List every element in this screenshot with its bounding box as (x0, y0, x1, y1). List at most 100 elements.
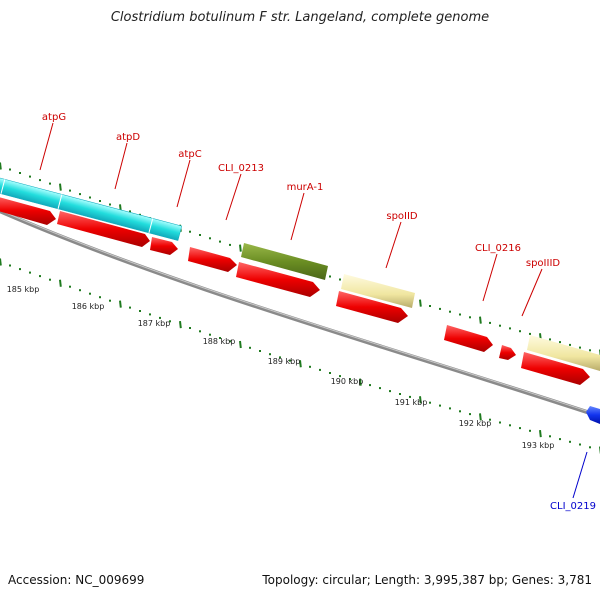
minor-tick (519, 330, 521, 333)
minor-tick (19, 268, 21, 271)
minor-tick (89, 196, 91, 199)
topology-summary-text: Topology: circular; Length: 3,995,387 bp… (262, 573, 592, 587)
major-tick (419, 299, 422, 307)
major-tick (539, 429, 542, 438)
minor-tick (69, 285, 71, 288)
genome-backbone-highlight (0, 209, 600, 416)
minor-tick (79, 193, 81, 196)
major-tick (299, 360, 302, 368)
minor-tick (139, 310, 141, 312)
minor-tick (229, 243, 231, 246)
minor-tick (309, 365, 311, 368)
minor-tick (89, 292, 91, 295)
cds-arrow-spoIID[interactable] (336, 291, 408, 323)
minor-tick (159, 316, 161, 319)
minor-tick (549, 435, 551, 438)
minor-tick (469, 413, 471, 416)
minor-tick (29, 175, 31, 178)
minor-tick (219, 240, 221, 243)
minor-tick (439, 307, 441, 310)
minor-tick (109, 299, 111, 302)
major-tick (119, 300, 122, 308)
minor-tick (99, 200, 101, 202)
ruler-label-188: 188 kbp (203, 337, 236, 346)
minor-tick (69, 189, 71, 192)
cds-arrow-atpG[interactable] (0, 196, 56, 225)
cds-arrow-atpC[interactable] (150, 237, 178, 255)
major-tick (419, 396, 422, 404)
ruler-label-192: 192 kbp (459, 419, 492, 428)
cds-arrow-CLI_0216[interactable] (444, 325, 493, 352)
ruler-label-187: 187 kbp (138, 319, 171, 328)
minor-tick (229, 340, 231, 343)
minor-tick (449, 310, 451, 313)
major-tick (239, 340, 242, 349)
gene-label-spoIIID: spoIIID (526, 258, 561, 269)
minor-tick (259, 350, 261, 352)
major-tick (239, 244, 242, 252)
minor-tick (329, 372, 331, 374)
gene-label-atpG: atpG (42, 112, 66, 123)
minor-tick (49, 182, 51, 185)
minor-tick (99, 296, 101, 299)
minor-tick (409, 395, 411, 398)
label-leader-lines (39, 122, 588, 499)
minor-tick (519, 427, 521, 430)
ruler-label-189: 189 kbp (268, 357, 301, 366)
minor-tick (9, 168, 11, 171)
major-tick (0, 162, 2, 170)
feature-spoIIID-khaki[interactable] (527, 335, 600, 371)
gene-label-CLI_0219: CLI_0219 (550, 501, 596, 512)
minor-tick (579, 346, 581, 349)
minor-tick (399, 393, 401, 395)
minor-tick (509, 424, 511, 427)
minor-tick (349, 378, 351, 381)
minor-tick (319, 368, 321, 371)
ruler-label-190: 190 kbp (331, 377, 364, 386)
genome-backbone (0, 208, 600, 419)
minor-tick (249, 346, 251, 349)
minor-tick (149, 313, 151, 316)
minor-tick (49, 278, 51, 281)
minor-tick (339, 278, 341, 281)
cds-arrow-small[interactable] (499, 345, 516, 360)
minor-tick (549, 338, 551, 341)
major-tick (59, 183, 62, 191)
cds-arrow-atpD[interactable] (57, 211, 150, 247)
minor-tick (279, 356, 281, 359)
cds-arrow-CLI_0219-minus[interactable] (586, 406, 600, 424)
minor-tick (499, 421, 501, 424)
minor-tick (379, 387, 381, 390)
minor-tick (459, 313, 461, 316)
minor-tick (199, 330, 201, 333)
cds-arrow-spoIIID[interactable] (521, 352, 590, 385)
cds-arrow-CLI_0213[interactable] (188, 247, 237, 272)
minor-tick (569, 343, 571, 346)
minor-tick (469, 316, 471, 319)
minor-tick (569, 440, 571, 443)
minor-tick (429, 401, 431, 404)
gene-label-spoIID: spoIID (386, 211, 418, 222)
feature-spoIID-khaki[interactable] (341, 274, 415, 308)
gene-label-CLI_0213: CLI_0213 (218, 163, 264, 174)
ruler-label-186: 186 kbp (72, 302, 105, 311)
minor-tick (509, 327, 511, 330)
minor-tick (489, 321, 491, 324)
ruler-label-185: 185 kbp (7, 285, 40, 294)
gene-label-atpD: atpD (116, 132, 140, 143)
feature-murA-olive[interactable] (241, 243, 328, 280)
minor-tick (39, 179, 41, 182)
map-title: Clostridium botulinum F str. Langeland, … (110, 10, 490, 25)
minor-tick (39, 275, 41, 278)
minor-tick (499, 324, 501, 327)
minor-tick (559, 438, 561, 441)
minor-tick (589, 349, 591, 352)
minor-tick (219, 337, 221, 339)
minor-tick (129, 306, 131, 309)
cds-arrow-murA-1[interactable] (236, 262, 320, 297)
major-tick (0, 258, 2, 266)
minor-tick (9, 264, 11, 267)
minor-tick (169, 320, 171, 323)
feature-atp-operon-cyan[interactable] (0, 175, 183, 241)
